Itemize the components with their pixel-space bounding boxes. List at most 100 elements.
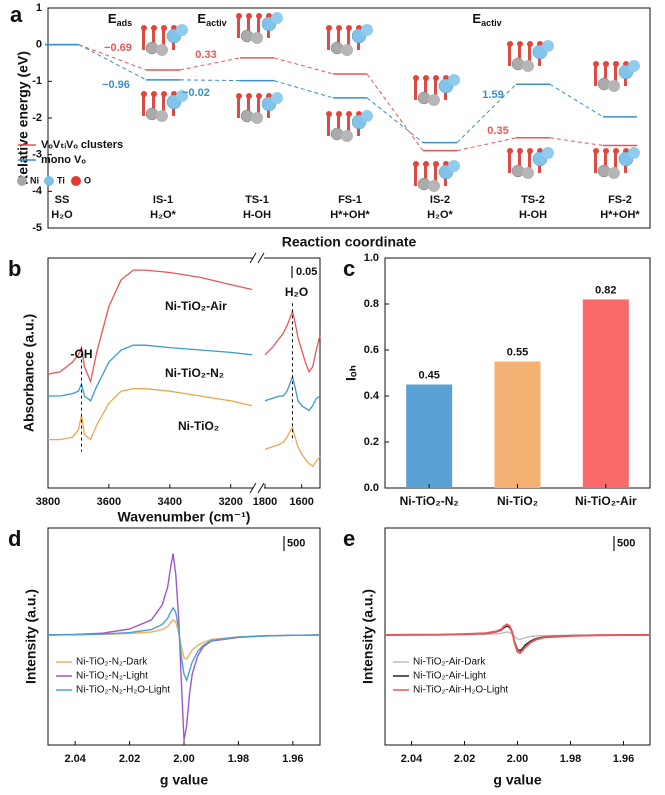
heading-sub: ads	[117, 18, 133, 28]
legend-label: Ni-TiO₂-Air-Dark	[413, 657, 486, 668]
bond	[337, 114, 340, 136]
ni-atom	[597, 164, 611, 178]
break-mark	[257, 252, 265, 264]
ti-atom	[271, 12, 283, 24]
o-atom	[161, 25, 167, 31]
o-atom	[141, 25, 147, 31]
heading: Eactiv	[197, 11, 226, 28]
connector	[366, 73, 424, 151]
y-axis-label: Intensity (a.u.)	[23, 589, 39, 684]
bond	[162, 28, 165, 50]
ni-atom	[428, 94, 440, 106]
panel-letter: d	[8, 526, 21, 551]
bond	[247, 16, 250, 38]
state-label: TS-2	[521, 194, 545, 206]
o-atom	[141, 91, 147, 97]
structure-illustration	[141, 90, 188, 122]
x-tick-label: 2.04	[64, 753, 86, 765]
state-label: IS-1	[153, 194, 173, 206]
ti-atom	[628, 147, 640, 159]
epr-line	[47, 606, 321, 683]
barrier-label: −0.96	[102, 79, 130, 91]
o-atom	[256, 13, 262, 19]
bond	[152, 94, 155, 116]
ni-atom	[145, 107, 159, 121]
axis-break	[253, 484, 264, 492]
x-tick-label: 3600	[97, 496, 121, 508]
bond	[594, 64, 597, 86]
o-atom	[603, 61, 609, 67]
x-axis-label: g value	[160, 772, 208, 788]
break-mark	[249, 252, 257, 264]
plot-frame	[384, 527, 651, 746]
bond	[257, 96, 260, 118]
structure-illustration	[236, 92, 283, 124]
ni-atom	[608, 80, 620, 92]
spectrum-line	[264, 426, 321, 468]
y-tick-label: 1.0	[364, 252, 379, 264]
barrier-label: 0.33	[195, 49, 216, 61]
bond	[337, 28, 340, 50]
value-label: 0.55	[507, 346, 528, 358]
spectrum-line	[264, 374, 321, 412]
o-atom	[336, 25, 342, 31]
o-atom	[613, 148, 619, 154]
ni-atom	[240, 109, 254, 123]
barrier-label: 0.35	[487, 125, 508, 137]
y-axis-label: Relative energy (eV)	[15, 51, 31, 185]
bond	[327, 28, 330, 50]
plot-frame	[47, 527, 321, 746]
state-label: SS	[55, 194, 70, 206]
species-label: H*+OH*	[330, 209, 370, 221]
species-label: H-OH	[243, 209, 271, 221]
structure-illustration	[507, 147, 554, 179]
connector	[549, 137, 604, 146]
species-label: H*+OH*	[600, 209, 640, 221]
bond	[162, 94, 165, 116]
ni-atom	[145, 41, 159, 55]
ni-atom	[156, 44, 168, 56]
connector	[273, 80, 334, 99]
structure-illustration	[507, 40, 554, 72]
structure-illustration	[141, 24, 188, 56]
ni-atom	[522, 60, 534, 72]
x-tick-label: 1.98	[228, 753, 249, 765]
bond	[604, 64, 607, 86]
y-tick-label: 0.4	[364, 390, 380, 402]
o-atom	[161, 91, 167, 97]
state-label: TS-1	[245, 194, 269, 206]
o-atom	[423, 75, 429, 81]
peak-label: -OH	[70, 347, 92, 361]
bond	[434, 78, 437, 100]
o-atom	[433, 161, 439, 167]
barrier-label: −0.02	[182, 87, 210, 99]
species-label: H₂O*	[150, 209, 176, 221]
atom-key	[71, 176, 81, 186]
bond	[237, 16, 240, 38]
atom-label: Ti	[57, 175, 65, 185]
structure-illustration	[236, 12, 283, 44]
connector	[78, 44, 147, 71]
y-tick-label: -5	[32, 222, 42, 234]
x-tick-label: 3200	[218, 496, 242, 508]
x-tick-label: Ni-TiO₂-N₂	[400, 494, 459, 508]
ni-atom	[251, 112, 263, 124]
bond	[508, 151, 511, 173]
x-tick-label: 2.00	[507, 753, 528, 765]
bond	[142, 94, 145, 116]
bond	[604, 151, 607, 173]
bond	[518, 44, 521, 66]
y-tick-label: 0.0	[364, 482, 379, 494]
series-label: Ni-TiO₂-N₂	[165, 366, 224, 380]
structure-illustration	[326, 110, 373, 142]
value-label: 0.82	[595, 284, 616, 296]
legend-label: Ni-TiO₂-N₂-Dark	[76, 657, 148, 668]
o-atom	[517, 148, 523, 154]
spectrum-line	[264, 309, 321, 374]
bond	[347, 28, 350, 50]
connector	[549, 83, 604, 118]
heading-sub: activ	[206, 18, 227, 28]
peak-label: H₂O	[285, 285, 308, 299]
bond	[614, 64, 617, 86]
